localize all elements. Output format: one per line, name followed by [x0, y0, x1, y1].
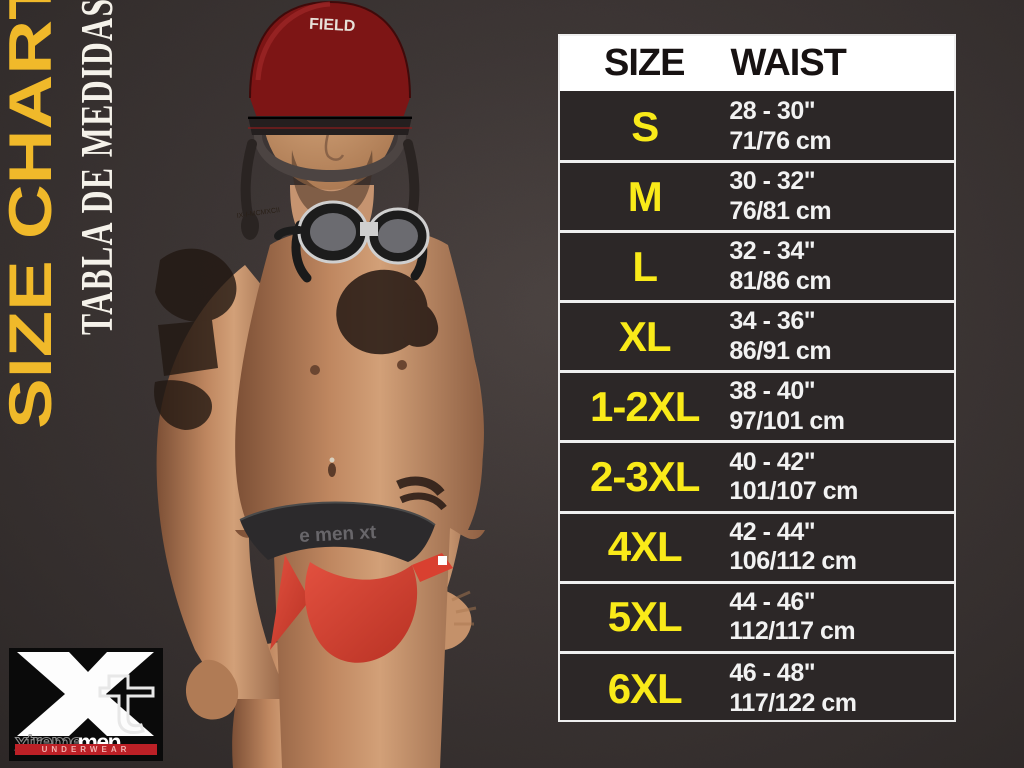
svg-text:e men xt: e men xt [299, 522, 378, 547]
svg-text:FIELD: FIELD [309, 16, 356, 35]
